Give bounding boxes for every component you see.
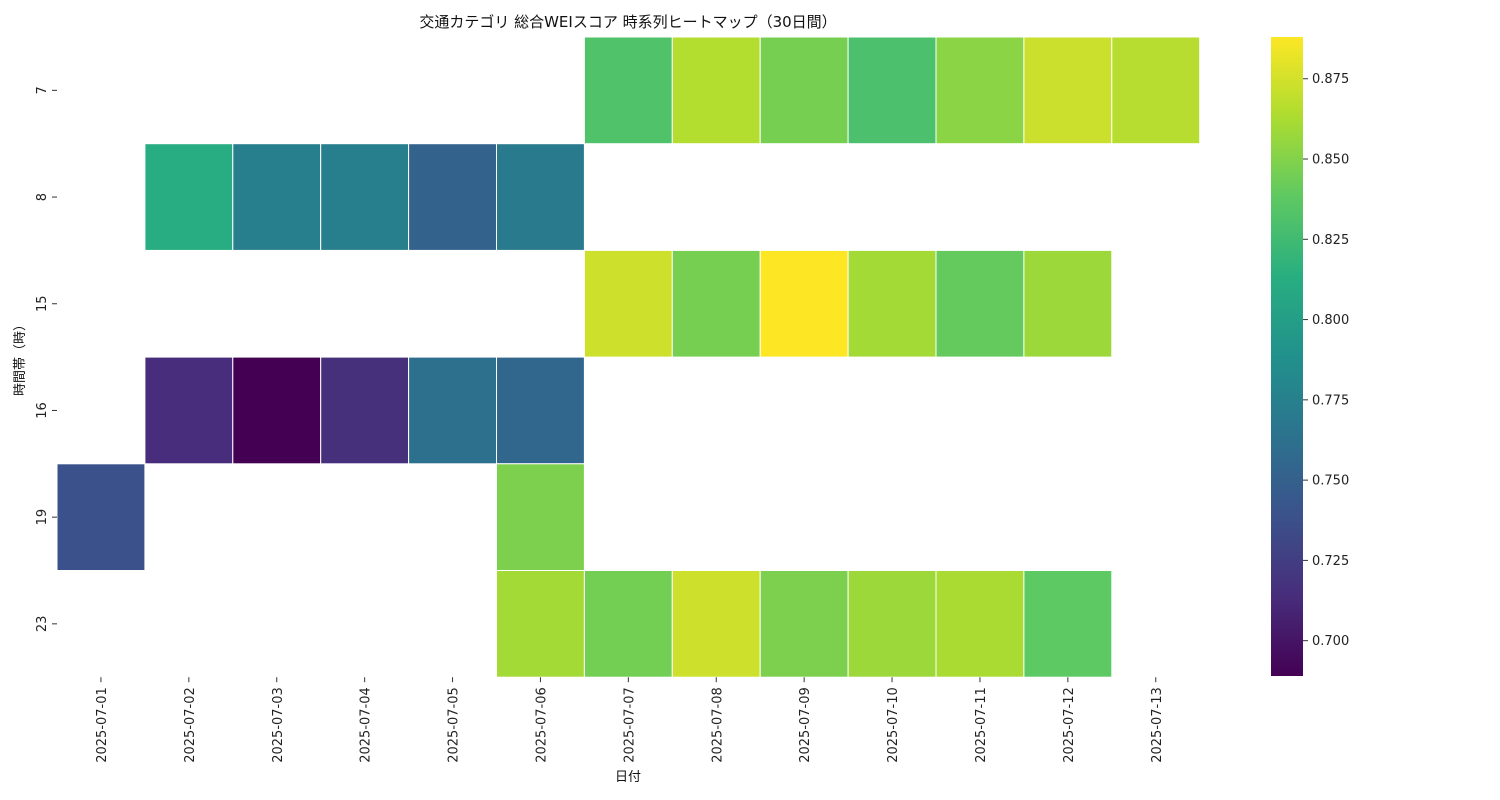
y-tick-label: 8	[35, 193, 50, 201]
x-tick-label: 2025-07-12	[1062, 687, 1077, 763]
colorbar-tick-label: 0.725	[1312, 554, 1349, 569]
colorbar-gradient	[1271, 37, 1303, 676]
x-tick-label: 2025-07-09	[798, 687, 813, 763]
heatmap-cell	[935, 570, 1025, 678]
heatmap-cell	[935, 36, 1025, 145]
heatmap-cell	[935, 249, 1025, 358]
x-axis-label: 日付	[615, 770, 641, 785]
heatmap-cell	[759, 249, 849, 358]
x-axis-ticks: 2025-07-01 2025-07-02 2025-07-03 2025-07-04…	[95, 677, 1165, 763]
heatmap-cell	[671, 249, 761, 358]
heatmap-cell	[847, 570, 937, 678]
y-axis-ticks: 7 8 15 16 19 23	[35, 86, 57, 632]
y-tick-label: 7	[35, 86, 50, 94]
heatmap-cell	[496, 570, 585, 678]
heatmap-cell	[56, 463, 146, 571]
x-tick-label: 2025-07-08	[710, 687, 725, 763]
colorbar-tick-label: 0.800	[1312, 313, 1349, 328]
heatmap-cell	[583, 36, 673, 145]
heatmap-cell	[1023, 570, 1113, 678]
y-tick-label: 16	[35, 402, 50, 419]
colorbar-tick-label: 0.850	[1312, 153, 1349, 168]
heatmap-cell	[232, 143, 322, 251]
heatmap-cell	[671, 36, 761, 145]
heatmap-cell	[144, 356, 234, 465]
heatmap-cell	[408, 356, 498, 465]
heatmap-cell	[847, 249, 937, 358]
x-tick-label: 2025-07-02	[183, 687, 198, 763]
x-tick-label: 2025-07-01	[95, 687, 110, 763]
heatmap-cell	[496, 356, 585, 465]
heatmap-cell	[144, 143, 234, 251]
x-tick-label: 2025-07-05	[447, 687, 462, 763]
heatmap-cell	[1023, 36, 1113, 145]
x-tick-label: 2025-07-06	[534, 687, 549, 763]
y-tick-label: 23	[35, 616, 50, 633]
colorbar-tick-label: 0.825	[1312, 233, 1349, 248]
heatmap-cell	[671, 570, 761, 678]
colorbar-tick-label: 0.775	[1312, 393, 1349, 408]
heatmap-cell	[232, 356, 322, 465]
x-tick-label: 2025-07-07	[622, 687, 637, 763]
y-tick-label: 15	[35, 295, 50, 312]
x-tick-label: 2025-07-10	[886, 687, 901, 763]
heatmap-cell	[759, 570, 849, 678]
y-tick-label: 19	[35, 509, 50, 526]
heatmap-cell	[496, 463, 585, 571]
heatmap-cell	[759, 36, 849, 145]
heatmap-cell	[583, 570, 673, 678]
x-tick-label: 2025-07-13	[1150, 687, 1165, 763]
heatmap-cells	[56, 36, 1201, 678]
heatmap-cell	[1111, 36, 1201, 145]
y-axis-label: 時間帯（時）	[13, 318, 28, 396]
heatmap-cell	[1023, 249, 1113, 358]
heatmap-cell	[320, 143, 410, 251]
colorbar: 0.700 0.725 0.750 0.775 0.800 0.825 0.850 0.875	[1271, 37, 1349, 676]
chart-title: 交通カテゴリ 総合WEIスコア 時系列ヒートマップ（30日間）	[419, 13, 836, 31]
heatmap-cell	[583, 249, 673, 358]
colorbar-tick-label: 0.875	[1312, 72, 1349, 87]
heatmap-cell	[496, 143, 585, 251]
heatmap-cell	[408, 143, 498, 251]
heatmap-cell	[320, 356, 410, 465]
x-tick-label: 2025-07-11	[974, 687, 989, 763]
x-tick-label: 2025-07-04	[359, 687, 374, 763]
heatmap-cell	[847, 36, 937, 145]
colorbar-tick-label: 0.700	[1312, 634, 1349, 649]
colorbar-ticks: 0.700 0.725 0.750 0.775 0.800 0.825 0.850 0.875	[1303, 72, 1349, 649]
colorbar-tick-label: 0.750	[1312, 474, 1349, 489]
x-tick-label: 2025-07-03	[271, 687, 286, 763]
